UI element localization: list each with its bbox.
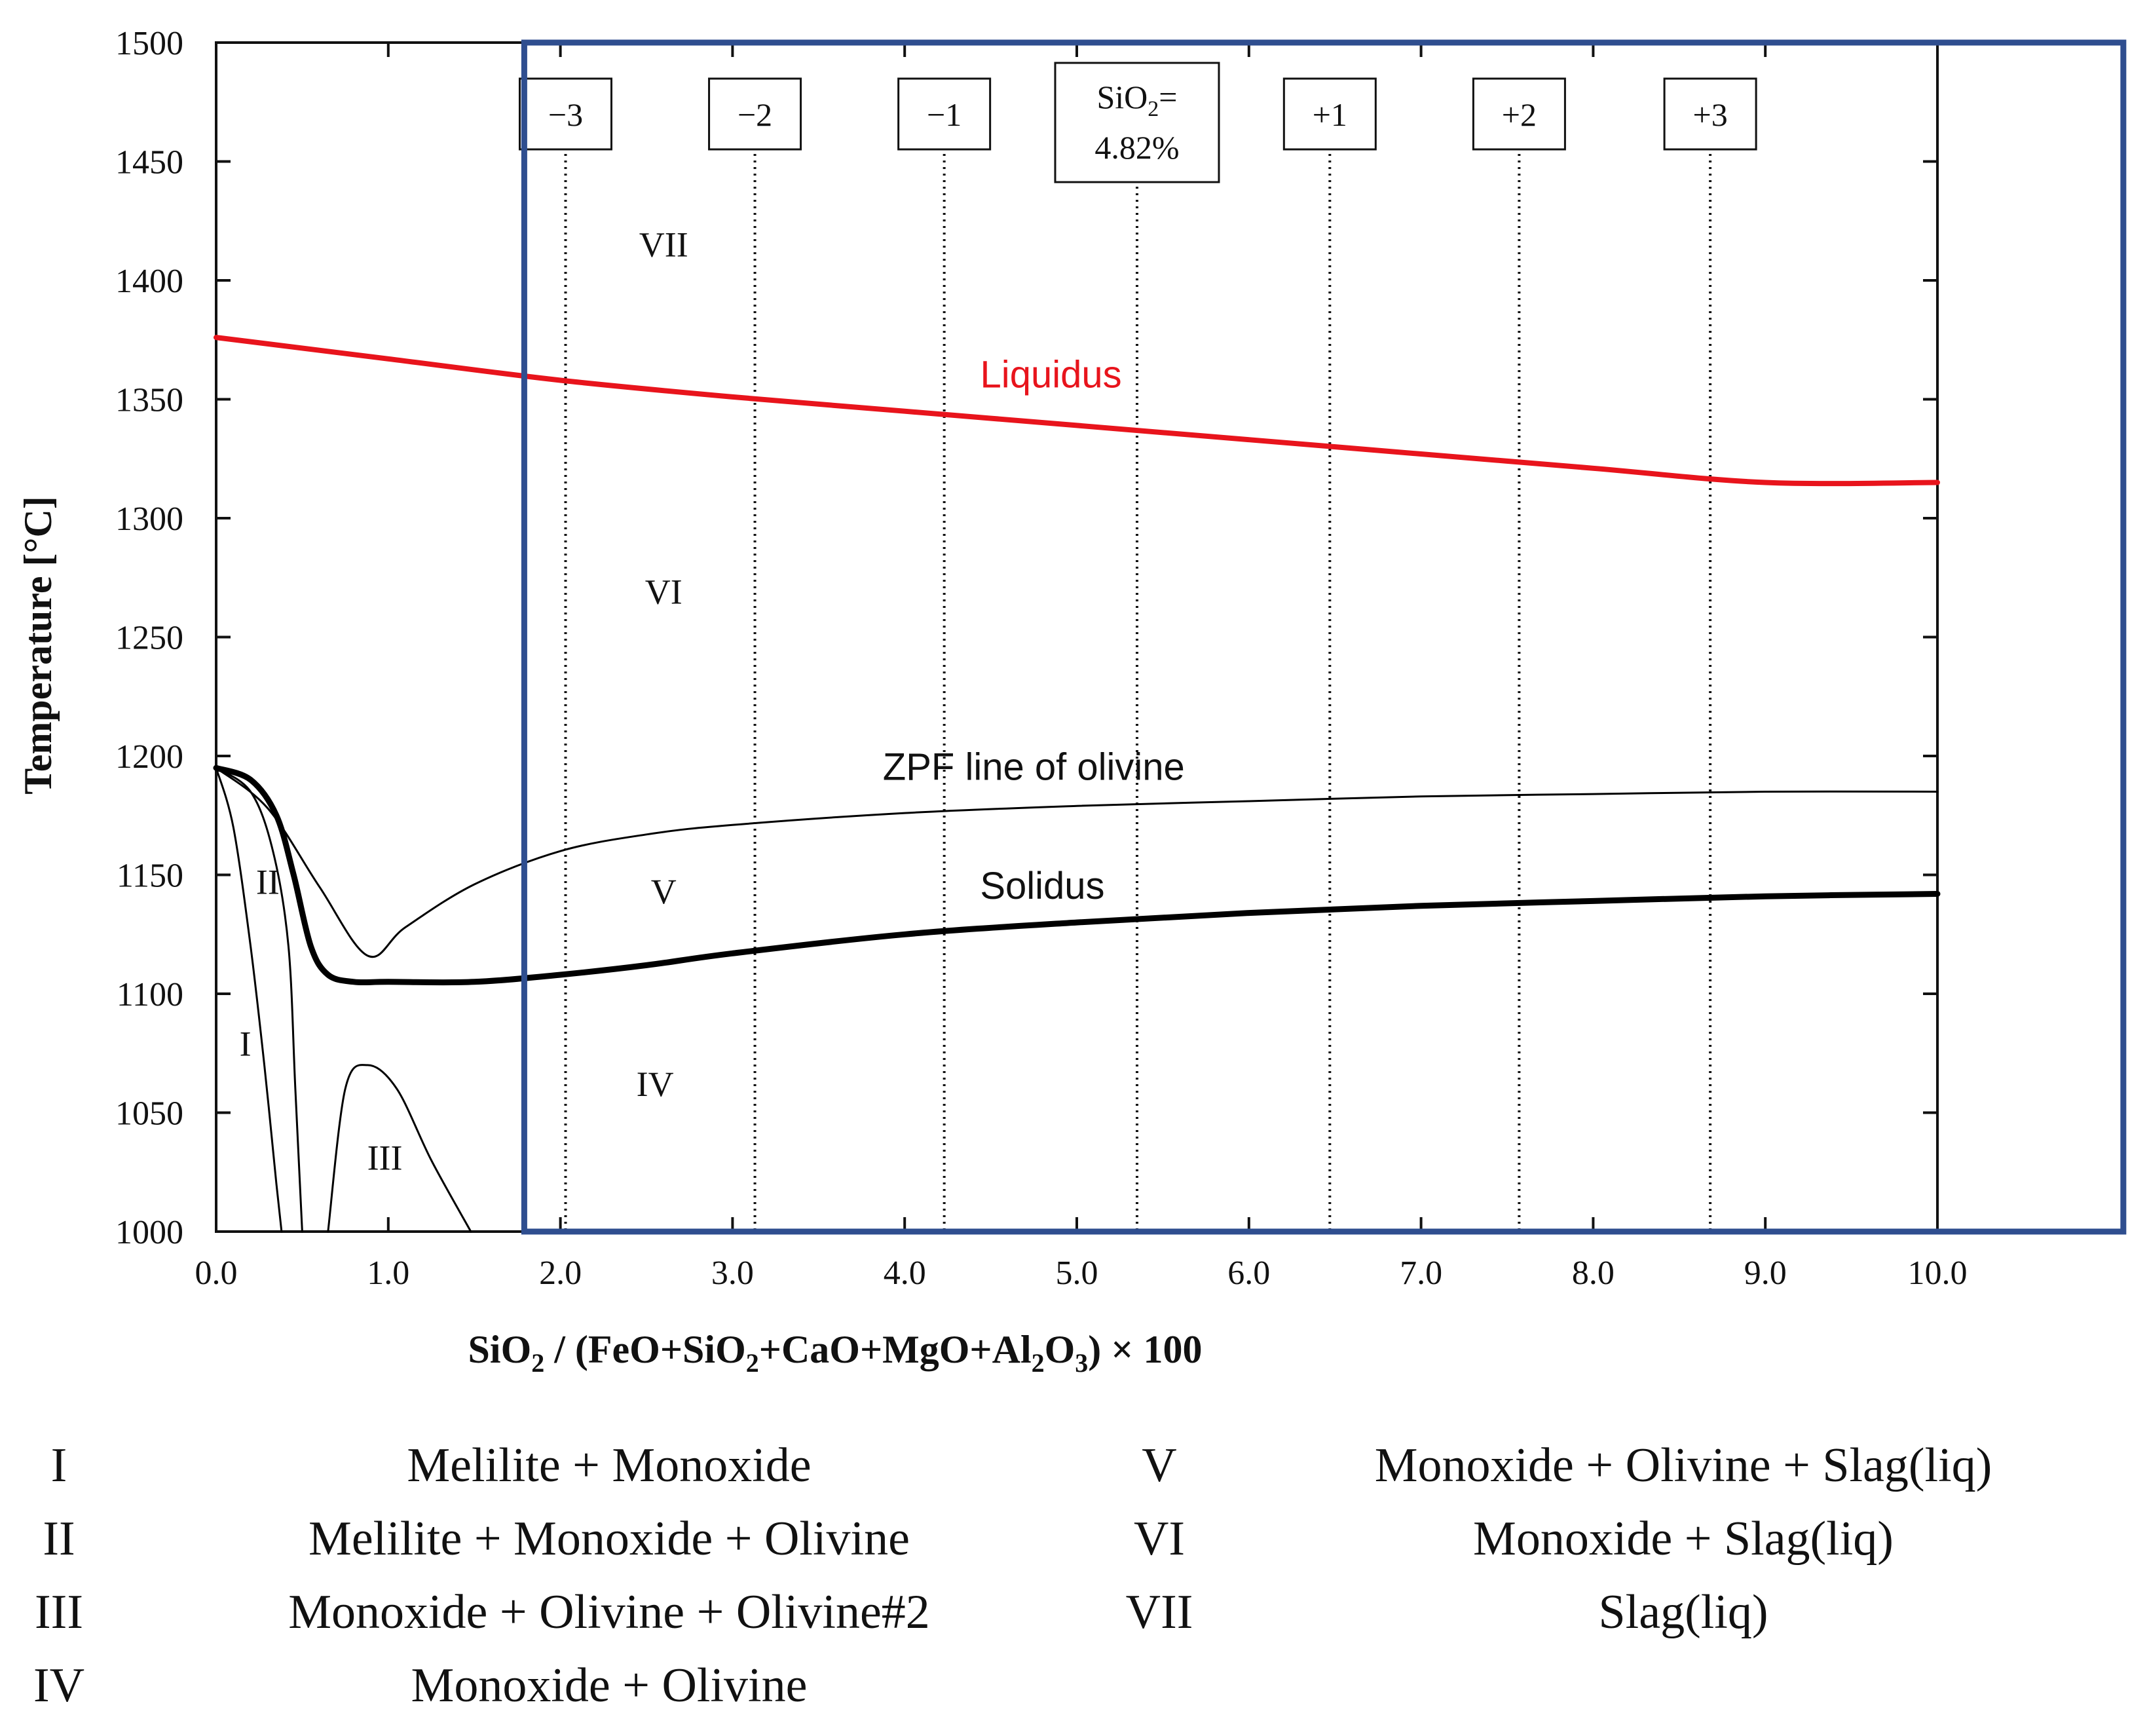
sio2-box-line2: 4.82% [1094,129,1179,166]
legend-roman: VI [1133,1512,1186,1566]
x-tick-label: 9.0 [1744,1255,1787,1292]
x-tick-label: 5.0 [1056,1255,1098,1292]
legend-roman: IV [33,1659,85,1712]
series-lines [213,335,1941,986]
legend-roman: II [43,1512,75,1566]
composition-box [897,77,992,151]
x-tick-label: 10.0 [1908,1255,1968,1292]
x-tick-label: 3.0 [711,1255,754,1292]
legend-description: Slag(liq) [1598,1585,1768,1639]
composition-box-label: −2 [738,96,772,133]
sio2-subscript: 2 [1148,97,1159,121]
region-label: IV [637,1065,674,1104]
x-tick-label: 8.0 [1572,1255,1615,1292]
legend-roman: III [35,1585,83,1639]
sio2-equals: = [1159,79,1177,115]
x-tick-label: 2.0 [539,1255,582,1292]
boundary-i-ii-line [215,766,283,1233]
liquidus-line [214,335,1940,487]
composition-boxes: −3 −2 −1 SiO2= 4.82% +1 +2 +3 [518,62,1757,183]
region-label: III [367,1139,403,1178]
phase-boundaries [215,766,472,1233]
legend-description: Monoxide + Olivine + Olivine#2 [288,1585,930,1639]
x-tick-label: 0.0 [195,1255,238,1292]
sio2-box-line1: SiO2= [1096,79,1177,121]
composition-box [1472,77,1566,151]
region-label: V [651,872,677,911]
curve-label: Liquidus [981,353,1122,396]
curve-label: ZPF line of olivine [883,745,1185,788]
sio2-text: SiO [1096,79,1148,115]
legend-description: Monoxide + Olivine [411,1659,808,1712]
y-tick-label: 1350 [115,382,183,419]
x-tick-label: 7.0 [1400,1255,1442,1292]
legend-description: Monoxide + Olivine + Slag(liq) [1374,1439,1992,1492]
phase-diagram-chart: −3 −2 −1 SiO2=4.82%+1 +2 +3 VIIVIVIVIIIIIILiq… [16,25,2127,1378]
legend-roman: V [1142,1439,1177,1492]
composition-box-label: +2 [1502,96,1537,133]
boundary-iii-line [327,1064,472,1233]
legend-description: Melilite + Monoxide + Olivine [308,1512,910,1566]
y-tick-label: 1100 [117,976,183,1013]
composition-box [518,77,612,151]
region-label: II [256,863,280,902]
legend-roman: I [50,1439,67,1492]
y-tick-label: 1050 [115,1095,183,1133]
x-tick-label: 6.0 [1227,1255,1270,1292]
region-label: VII [639,225,688,265]
composition-box-label: +1 [1313,96,1347,133]
x-tick-label: 1.0 [367,1255,409,1292]
region-label: I [240,1024,252,1063]
y-tick-label: 1500 [115,25,183,62]
highlight-frame [521,39,2127,1235]
phase-legend: I Melilite + Monoxide II Melilite + Monoxid… [0,1441,2149,1729]
sio2-box [1054,62,1220,183]
composition-box [1663,77,1757,151]
composition-box [708,77,802,151]
composition-box-label: +3 [1693,96,1728,133]
composition-box-label: −3 [548,96,583,133]
plot-frame [215,41,1939,1233]
y-tick-label: 1150 [117,858,183,895]
highlight-frame-rect [521,39,2127,1235]
composition-box-label: −1 [927,96,962,133]
y-tick-label: 1450 [115,144,183,181]
y-axis-title: Temperature [°C] [16,496,60,795]
x-axis-title: SiO2 / (FeO+SiO2+CaO+MgO+Al2O3) × 100 [468,1328,1203,1378]
dotted-composition-lines [564,115,1712,1232]
plot-area-border [215,41,1939,1233]
y-tick-label: 1250 [115,620,183,657]
y-tick-label: 1400 [115,263,183,300]
axis-ticks: 0.0 1.0 2.0 3.0 4.0 5.0 6.0 7.0 8.0 9.0 10.0 1000 10… [115,25,1968,1292]
legend-roman: VII [1125,1585,1193,1639]
y-tick-label: 1200 [115,738,183,776]
y-tick-label: 1300 [115,500,183,538]
curve-label: Solidus [980,865,1104,907]
solidus-line [213,764,1941,986]
composition-box [1282,77,1377,151]
zpf-line-of-olivine-line [215,766,1939,958]
region-label: VI [645,573,682,612]
legend-description: Monoxide + Slag(liq) [1473,1512,1894,1566]
legend-description: Melilite + Monoxide [407,1439,812,1492]
x-tick-label: 4.0 [884,1255,926,1292]
y-tick-label: 1000 [115,1214,183,1251]
